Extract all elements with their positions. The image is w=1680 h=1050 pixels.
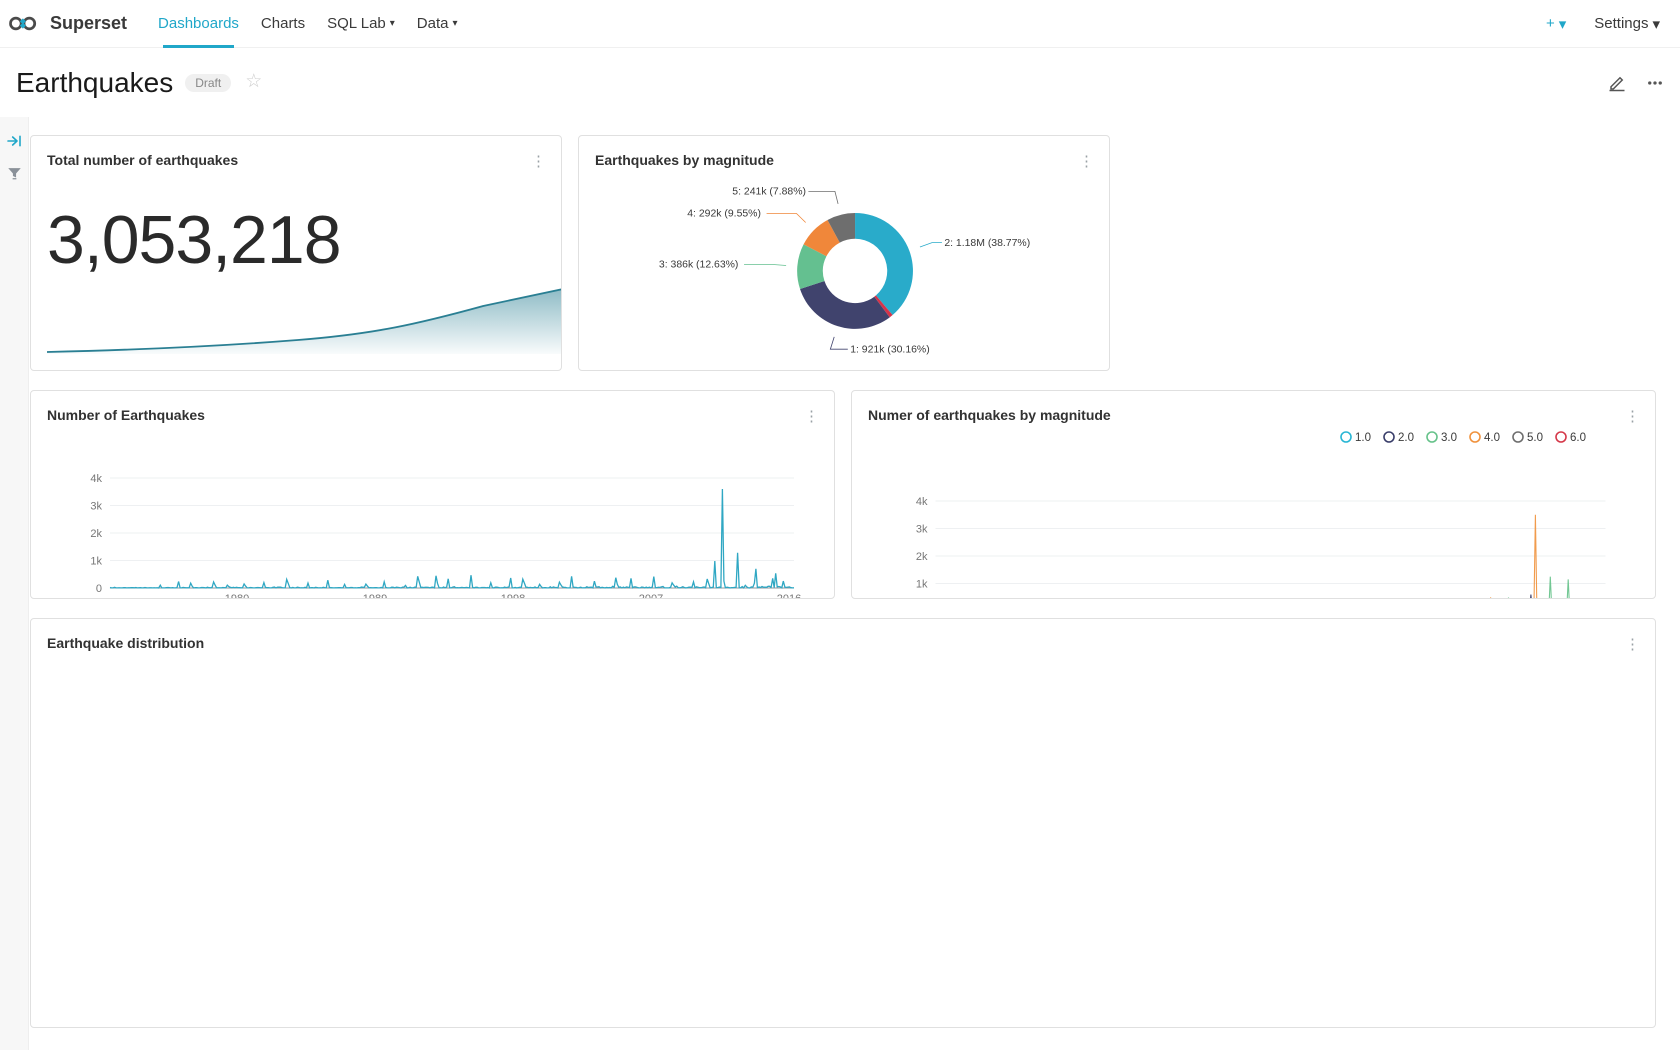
svg-text:0: 0	[96, 583, 102, 595]
svg-text:3: 386k (12.63%): 3: 386k (12.63%)	[659, 260, 739, 271]
svg-text:1: 921k (30.16%): 1: 921k (30.16%)	[850, 344, 930, 355]
svg-text:4k: 4k	[916, 496, 928, 508]
svg-text:1k: 1k	[90, 556, 102, 568]
svg-text:2007: 2007	[639, 593, 663, 599]
svg-text:1998: 1998	[501, 593, 525, 599]
svg-text:4: 292k (9.55%): 4: 292k (9.55%)	[687, 209, 761, 220]
svg-text:1.0: 1.0	[1355, 432, 1371, 444]
svg-text:2016: 2016	[777, 593, 801, 599]
svg-text:1k: 1k	[916, 579, 928, 591]
svg-text:6.0: 6.0	[1570, 432, 1586, 444]
svg-text:2k: 2k	[90, 528, 102, 540]
svg-text:3k: 3k	[90, 501, 102, 513]
svg-text:4.0: 4.0	[1484, 432, 1500, 444]
svg-text:5: 241k (7.88%): 5: 241k (7.88%)	[732, 187, 806, 198]
svg-text:2: 1.18M (38.77%): 2: 1.18M (38.77%)	[944, 238, 1030, 249]
svg-text:3k: 3k	[916, 524, 928, 536]
svg-text:3.0: 3.0	[1441, 432, 1457, 444]
svg-text:2k: 2k	[916, 551, 928, 563]
svg-text:4k: 4k	[90, 473, 102, 485]
svg-text:1989: 1989	[363, 593, 387, 599]
svg-text:5.0: 5.0	[1527, 432, 1543, 444]
svg-text:1980: 1980	[225, 593, 249, 599]
svg-text:2.0: 2.0	[1398, 432, 1414, 444]
